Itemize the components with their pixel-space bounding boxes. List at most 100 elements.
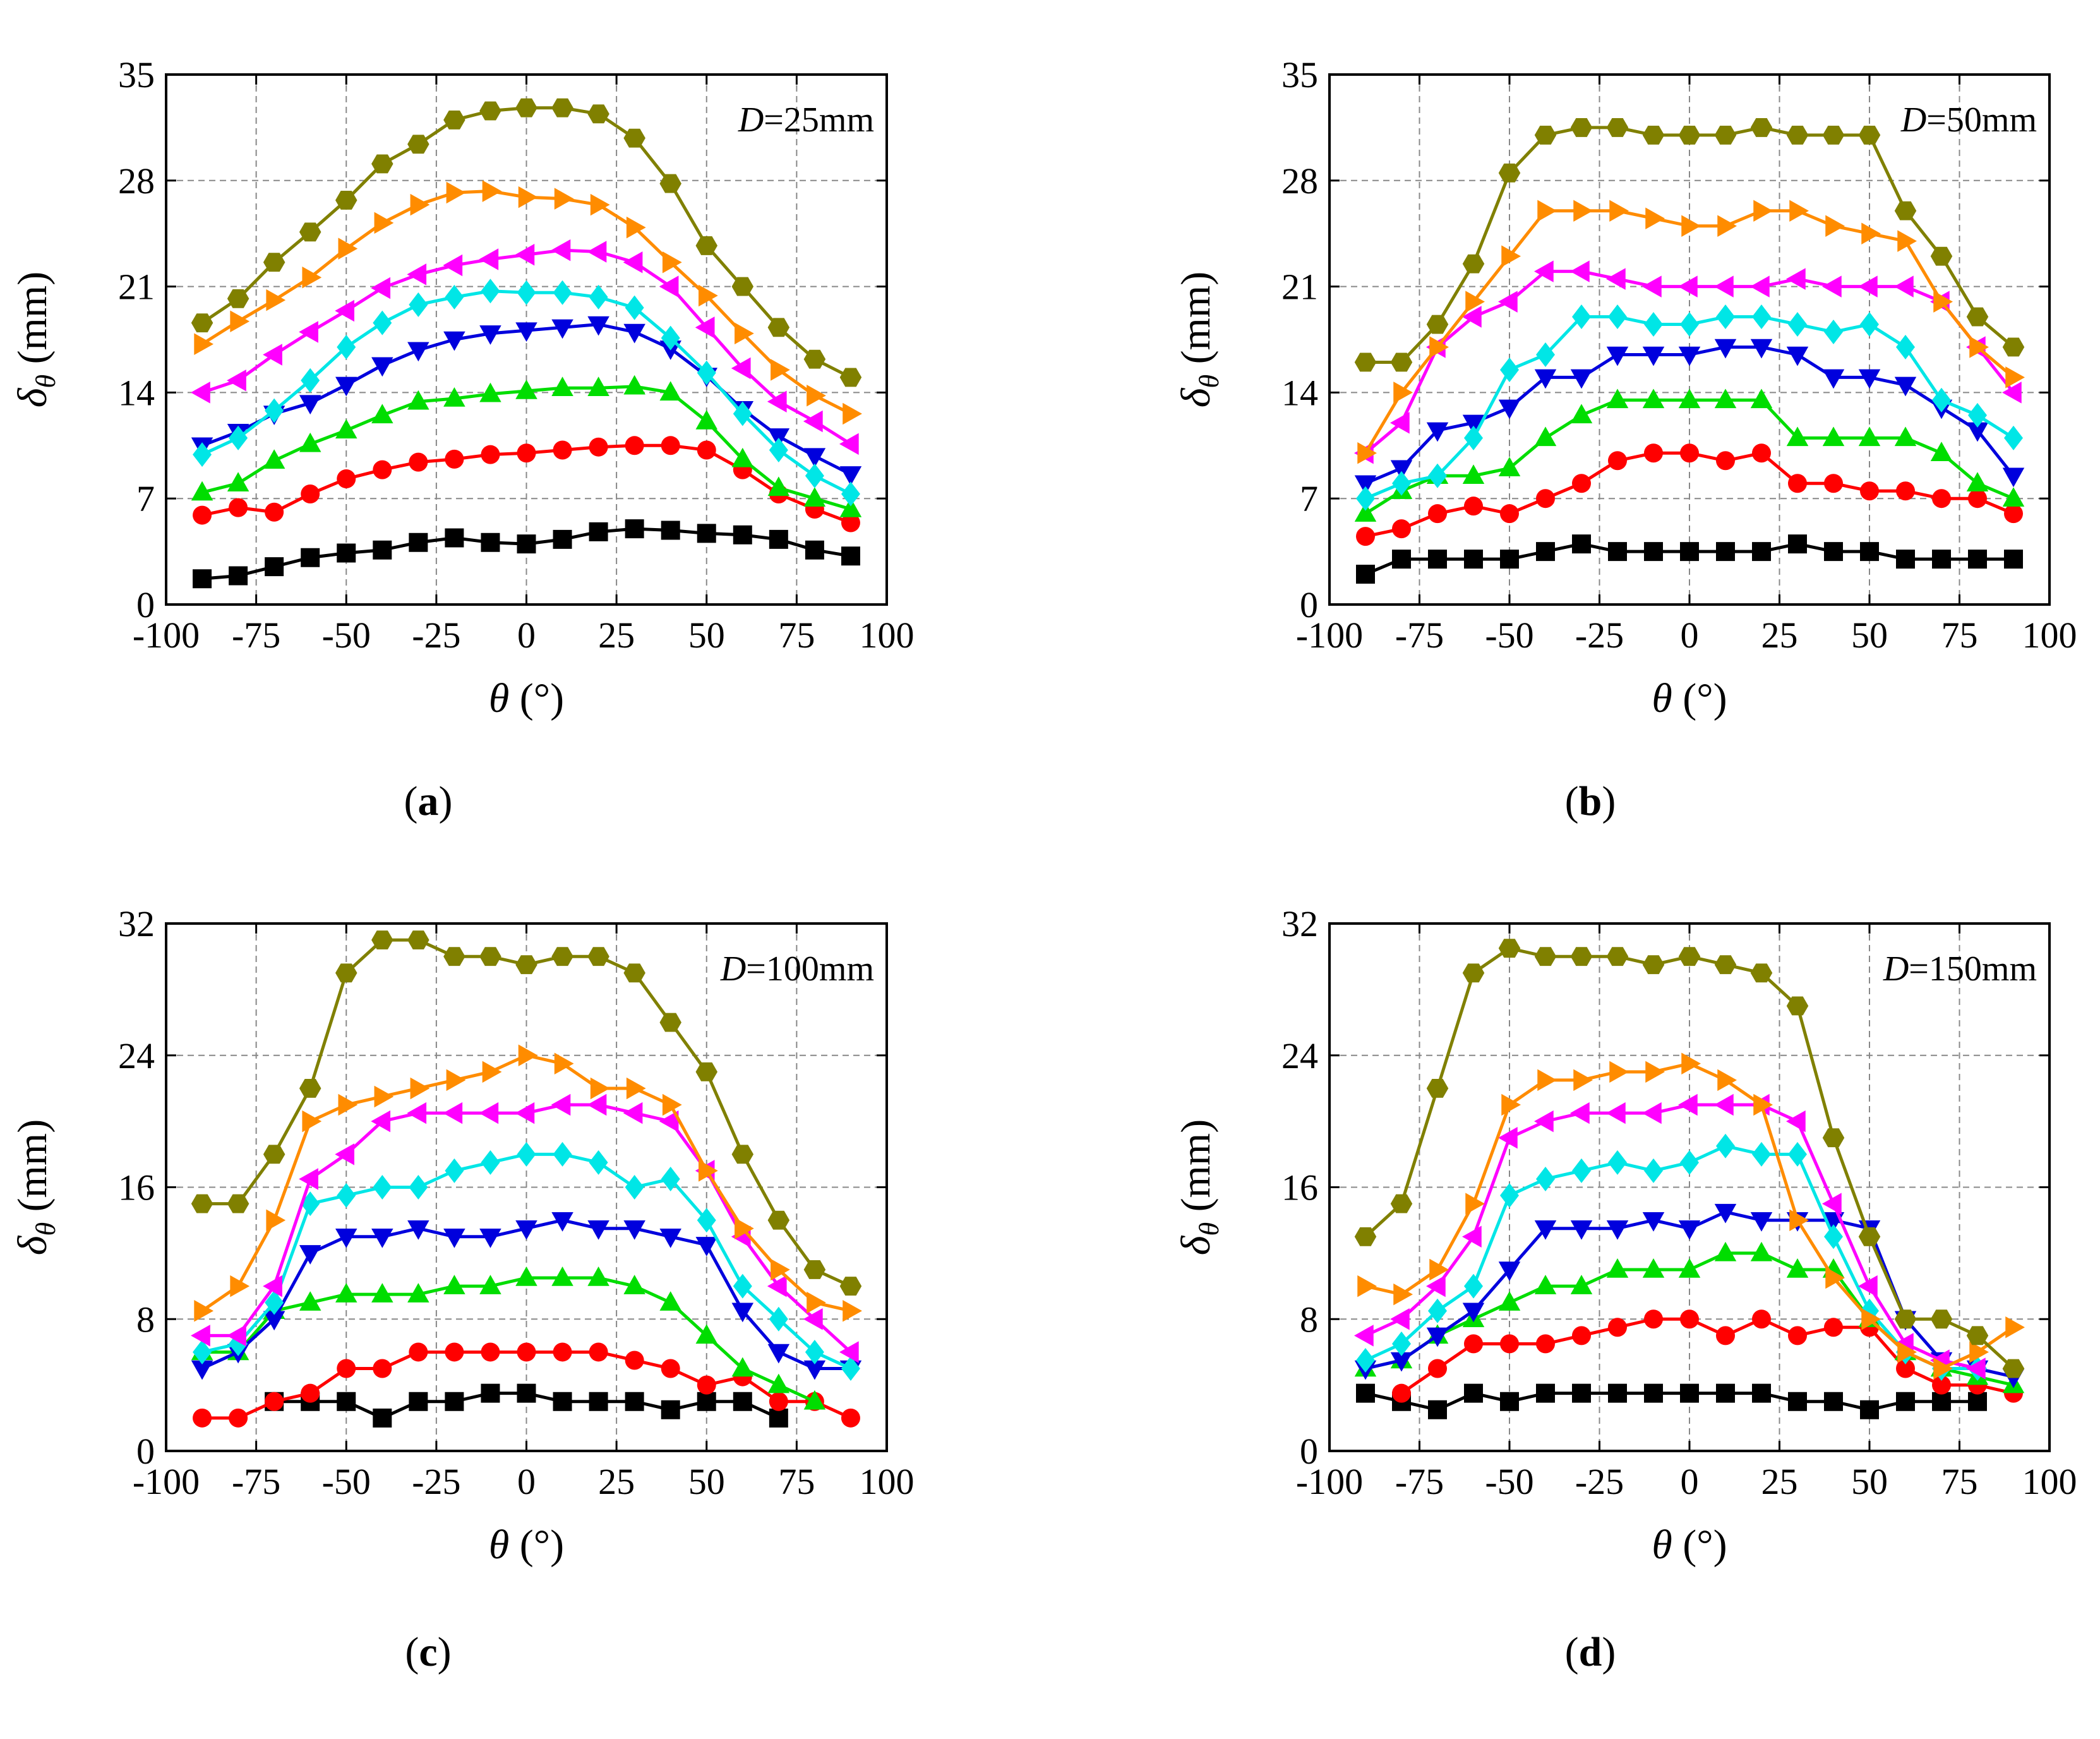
data-point: [515, 955, 537, 975]
y-tick-label-35: 35: [1281, 54, 1318, 95]
data-point: [1465, 1193, 1485, 1215]
data-point: [299, 395, 321, 415]
data-point: [299, 1245, 321, 1265]
series-7: [1357, 200, 2025, 464]
data-point: [1678, 1258, 1701, 1278]
data-point: [1824, 320, 1843, 345]
data-point: [589, 1392, 608, 1411]
data-point: [1822, 369, 1845, 389]
x-tick-label-75: 75: [778, 1461, 815, 1502]
y-tick-label-16: 16: [1281, 1167, 1318, 1208]
data-point: [623, 1220, 645, 1240]
data-point: [1390, 1308, 1410, 1330]
data-point: [659, 1229, 681, 1248]
data-point: [1429, 336, 1449, 358]
x-tick-label-100: 100: [2022, 1461, 2077, 1502]
data-point: [769, 437, 788, 462]
data-point: [335, 419, 357, 439]
data-point: [1714, 1203, 1737, 1224]
data-point: [1390, 412, 1410, 434]
data-point: [554, 188, 574, 210]
data-point: [659, 275, 679, 298]
data-point: [1858, 426, 1881, 447]
y-tick-label-14: 14: [1281, 372, 1318, 413]
data-point: [769, 1306, 788, 1332]
data-point: [1752, 1309, 1771, 1329]
data-point: [1716, 1383, 1735, 1403]
data-point: [1500, 504, 1519, 524]
data-point: [767, 390, 787, 413]
annotation-variable: D: [720, 949, 746, 989]
data-point: [551, 319, 573, 339]
x-tick-label-25: 25: [1761, 615, 1798, 656]
panel-label-open: (: [1565, 778, 1579, 824]
data-point: [623, 128, 645, 148]
data-point: [410, 193, 430, 216]
data-point: [731, 447, 754, 467]
x-tick-label-100: 100: [860, 1461, 915, 1502]
data-point: [227, 369, 246, 392]
data-point: [625, 1392, 644, 1411]
panel-label-letter: c: [419, 1629, 437, 1675]
data-point: [1933, 1357, 1953, 1380]
data-point: [1606, 346, 1629, 366]
data-point: [1464, 425, 1483, 450]
data-point: [479, 325, 501, 345]
data-point: [335, 376, 357, 397]
annotation-value: =100mm: [746, 949, 874, 989]
data-point: [193, 505, 212, 525]
data-point: [1822, 1128, 1845, 1148]
x-axis-label: θ (°): [489, 1522, 564, 1568]
y-tick-label-8: 8: [136, 1299, 155, 1340]
data-point: [623, 1275, 645, 1294]
data-point: [1969, 1341, 1989, 1363]
data-point: [1716, 304, 1735, 330]
data-point: [697, 1208, 716, 1233]
y-tick-label-28: 28: [118, 160, 155, 202]
data-point: [1572, 1326, 1591, 1345]
data-point: [299, 1291, 321, 1311]
data-point: [1500, 1392, 1519, 1411]
data-point: [1570, 369, 1593, 389]
data-point: [551, 947, 573, 966]
data-point: [443, 1229, 465, 1248]
data-point: [839, 1277, 862, 1296]
y-axis-symbol: δ: [1173, 1235, 1219, 1255]
data-point: [1498, 1291, 1521, 1311]
x-tick-label-0: 0: [1681, 615, 1699, 656]
data-point: [1570, 1220, 1593, 1240]
data-point: [265, 557, 284, 577]
data-point: [1498, 399, 1521, 419]
data-point: [803, 1260, 826, 1279]
panel-label-open: (: [404, 778, 418, 824]
data-point: [695, 316, 715, 339]
data-point: [1498, 939, 1521, 958]
data-point: [373, 1175, 392, 1200]
data-point: [1642, 388, 1665, 409]
chart-panel-d: -100 -75 -50 -25 0 25 50 75 100 0 8 16 24 32 D=150mm θ …: [1173, 903, 2077, 1675]
data-point: [229, 566, 248, 586]
data-point: [1572, 1383, 1591, 1403]
data-point: [1642, 1258, 1665, 1278]
panel-label: (d): [1565, 1629, 1616, 1675]
data-point: [1572, 474, 1591, 493]
data-point: [407, 1283, 429, 1303]
x-tick-label-neg50: -50: [1485, 615, 1533, 656]
data-point: [2005, 366, 2025, 388]
data-point: [1788, 312, 1807, 337]
x-tick-label-75: 75: [1941, 615, 1978, 656]
data-point: [767, 1275, 787, 1297]
data-point: [515, 322, 537, 342]
data-point: [409, 1392, 428, 1411]
data-point: [371, 404, 393, 424]
panel-label: (b): [1565, 778, 1616, 824]
data-point: [1750, 1241, 1773, 1261]
data-point: [805, 540, 824, 560]
data-point: [1609, 1061, 1629, 1083]
data-point: [445, 449, 464, 469]
data-point: [1680, 312, 1699, 337]
data-point: [626, 1077, 646, 1100]
data-point: [1714, 339, 1737, 359]
y-tick-label-35: 35: [118, 54, 155, 95]
data-point: [1609, 200, 1629, 222]
